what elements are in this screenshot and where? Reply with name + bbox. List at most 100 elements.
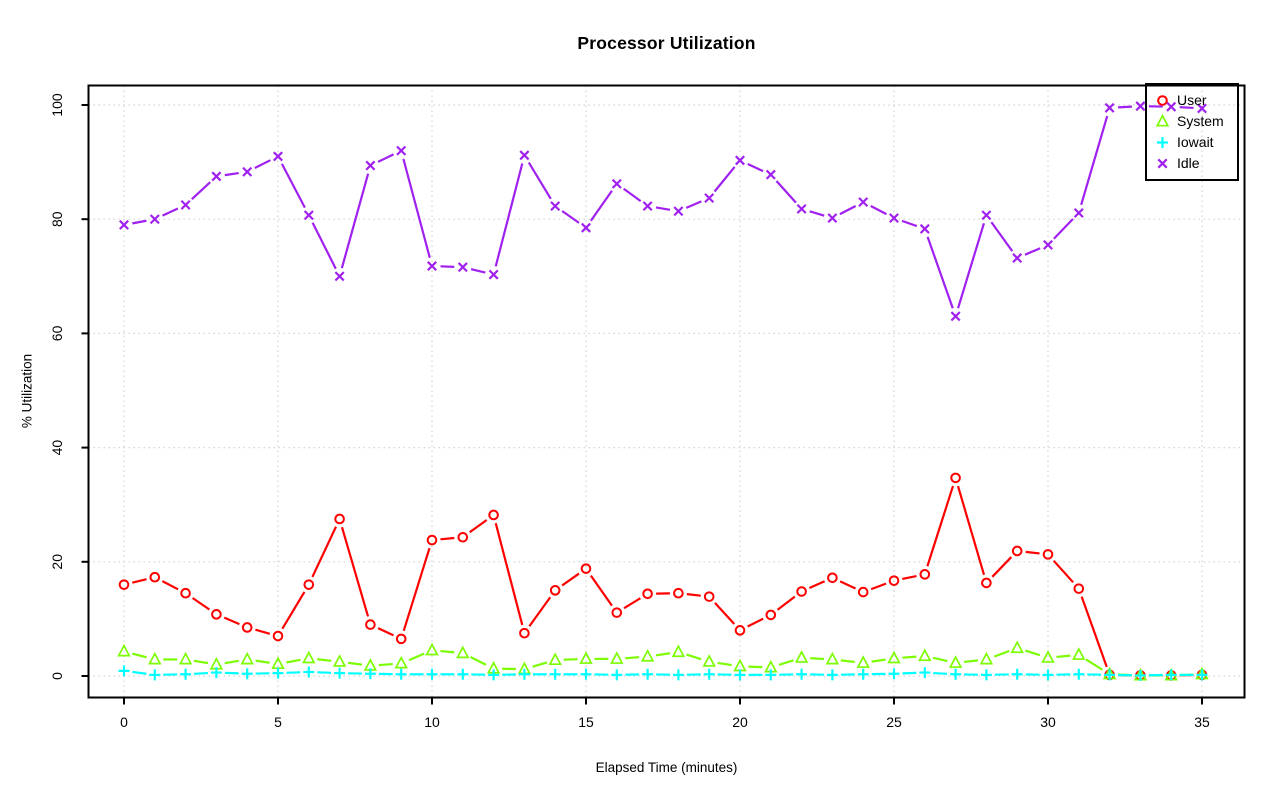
marker-circle-user	[395, 633, 407, 645]
marker-plus-iowait	[426, 668, 438, 680]
marker-triangle-up-system	[1072, 647, 1086, 660]
series-segment-system	[378, 662, 393, 667]
marker-plus-iowait	[826, 669, 838, 681]
marker-triangle-up-system	[733, 658, 747, 672]
marker-triangle-up-system	[887, 650, 901, 664]
marker-x-idle	[1135, 101, 1146, 112]
marker-triangle-up-system	[610, 651, 624, 664]
marker-plus-iowait	[118, 665, 130, 677]
marker-x-idle	[1073, 207, 1084, 218]
marker-x-idle	[673, 206, 684, 217]
legend-circle-icon	[1155, 93, 1170, 108]
series-segment-user	[311, 526, 337, 578]
y-tick-label: 80	[49, 211, 65, 227]
marker-circle-user	[580, 563, 592, 574]
marker-plus-iowait	[672, 669, 684, 681]
series-segment-user	[281, 591, 306, 630]
marker-plus-iowait	[549, 668, 561, 680]
series-segment-system	[810, 657, 824, 661]
marker-circle-user	[488, 509, 499, 521]
y-tick-label: 60	[49, 325, 65, 341]
series-segment-user	[223, 616, 240, 626]
series-segment-iowait	[902, 671, 917, 675]
x-tick-label: 15	[578, 714, 594, 730]
series-segment-idle	[775, 180, 797, 204]
marker-x-idle	[427, 261, 437, 271]
series-segment-system	[286, 658, 301, 664]
series-segment-idle	[527, 161, 552, 200]
series-segment-system	[686, 653, 702, 661]
marker-triangle-up-system	[856, 655, 870, 668]
series-segment-idle	[1118, 105, 1132, 109]
marker-x-idle	[1166, 101, 1177, 112]
series-segment-user	[714, 602, 736, 625]
series-segment-iowait	[194, 671, 208, 675]
legend-triangle-up-icon	[1155, 113, 1170, 129]
series-segment-user	[469, 519, 488, 534]
series-segment-system	[193, 659, 209, 665]
marker-circle-user	[1011, 545, 1023, 557]
legend-label: User	[1177, 92, 1207, 108]
marker-triangle-up-system	[794, 650, 809, 663]
marker-triangle-up-system	[671, 644, 686, 658]
series-segment-user	[402, 547, 431, 632]
marker-plus-iowait	[980, 669, 992, 681]
legend-row-system: System	[1155, 112, 1237, 131]
series-segment-user	[926, 485, 955, 567]
series-segment-user	[191, 597, 211, 611]
marker-triangle-up-system	[579, 651, 593, 664]
marker-x-idle	[273, 151, 283, 162]
series-segment-user	[808, 580, 826, 590]
series-segment-iowait	[132, 670, 147, 675]
series-segment-idle	[990, 221, 1014, 252]
marker-circle-user	[118, 579, 130, 590]
marker-x-idle	[457, 262, 468, 273]
marker-x-idle	[889, 213, 899, 224]
marker-circle-user	[673, 587, 684, 599]
series-segment-idle	[809, 210, 825, 217]
y-tick-label: 100	[49, 93, 65, 117]
marker-triangle-up-system	[456, 645, 470, 659]
marker-circle-user	[857, 586, 869, 598]
legend-label: Iowait	[1177, 134, 1214, 150]
marker-x-idle	[242, 166, 253, 177]
marker-circle-user	[888, 575, 900, 586]
series-segment-system	[469, 655, 487, 666]
legend-row-user: User	[1155, 91, 1237, 110]
series-segment-user	[440, 536, 455, 541]
series-segment-iowait	[933, 671, 948, 675]
series-segment-idle	[340, 173, 370, 269]
series-segment-iowait	[317, 671, 332, 674]
series-segment-user	[747, 617, 764, 628]
marker-x-idle	[981, 210, 992, 221]
marker-plus-iowait	[395, 668, 407, 680]
series-segment-idle	[254, 159, 271, 169]
x-tick-label: 35	[1194, 714, 1210, 730]
series-segment-system	[655, 652, 671, 657]
marker-x-idle	[550, 201, 561, 212]
series-segment-idle	[402, 158, 431, 259]
marker-plus-iowait	[765, 669, 777, 681]
plot-frame	[87, 84, 1246, 699]
legend-row-iowait: Iowait	[1155, 133, 1237, 152]
series-segment-system	[408, 652, 425, 662]
series-segment-system	[347, 661, 363, 666]
series-segment-system	[871, 658, 886, 663]
series-segment-iowait	[286, 671, 301, 674]
marker-plus-iowait	[210, 667, 222, 679]
marker-circle-user	[334, 513, 345, 525]
series-segment-user	[528, 596, 552, 627]
marker-circle-user	[549, 585, 561, 596]
marker-plus-iowait	[734, 669, 746, 681]
marker-triangle-up-system	[979, 651, 994, 665]
marker-plus-iowait	[888, 668, 900, 680]
marker-x-idle	[519, 150, 530, 161]
series-segment-system	[748, 665, 763, 669]
marker-plus-iowait	[241, 668, 253, 680]
marker-plus-iowait	[364, 668, 376, 680]
series-segment-idle	[957, 223, 985, 309]
marker-x-idle	[827, 213, 838, 224]
marker-circle-user	[919, 569, 931, 580]
marker-circle-user	[241, 622, 253, 633]
marker-x-idle	[581, 222, 591, 233]
